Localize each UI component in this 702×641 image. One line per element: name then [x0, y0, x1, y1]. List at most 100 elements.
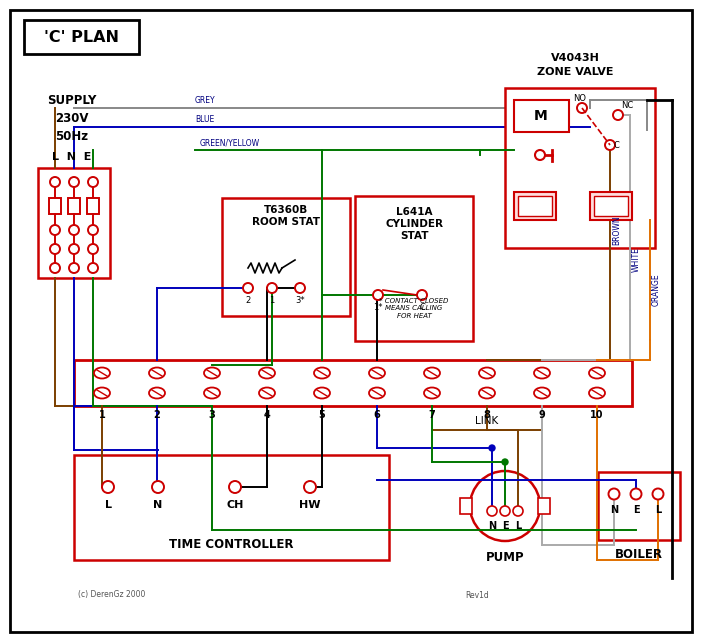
Ellipse shape	[534, 367, 550, 378]
Text: 1*: 1*	[373, 303, 383, 312]
Circle shape	[229, 481, 241, 493]
Text: LINK: LINK	[475, 416, 498, 426]
Text: GREY: GREY	[195, 96, 216, 105]
Circle shape	[577, 103, 587, 113]
Circle shape	[630, 488, 642, 499]
Text: 9: 9	[538, 410, 545, 420]
Text: ORANGE: ORANGE	[652, 274, 661, 306]
Text: 1: 1	[270, 296, 274, 305]
Text: T6360B
ROOM STAT: T6360B ROOM STAT	[252, 205, 320, 227]
Bar	[505, 88, 655, 248]
Text: M: M	[534, 109, 548, 123]
Circle shape	[50, 244, 60, 254]
Circle shape	[613, 110, 623, 120]
Circle shape	[102, 481, 114, 493]
Ellipse shape	[94, 367, 110, 378]
Circle shape	[50, 177, 60, 187]
Text: NC: NC	[621, 101, 633, 110]
Text: (c) DerenGz 2000: (c) DerenGz 2000	[78, 590, 145, 599]
Bar	[24, 20, 139, 54]
Circle shape	[304, 481, 316, 493]
Ellipse shape	[204, 367, 220, 378]
Text: BOILER: BOILER	[615, 547, 663, 560]
Text: C: C	[419, 303, 425, 312]
Circle shape	[88, 177, 98, 187]
Bar	[74, 455, 389, 560]
Text: * CONTACT CLOSED
MEANS CALLING
FOR HEAT: * CONTACT CLOSED MEANS CALLING FOR HEAT	[379, 297, 449, 319]
Text: 2: 2	[246, 296, 251, 305]
Text: BLUE: BLUE	[195, 115, 214, 124]
Text: 10: 10	[590, 410, 604, 420]
Ellipse shape	[534, 388, 550, 399]
Text: L: L	[655, 505, 661, 515]
Ellipse shape	[149, 388, 165, 399]
Circle shape	[470, 471, 540, 541]
Circle shape	[487, 506, 497, 516]
Bar	[538, 498, 550, 514]
Text: 6: 6	[373, 410, 380, 420]
Circle shape	[605, 140, 615, 150]
Ellipse shape	[204, 388, 220, 399]
Circle shape	[295, 283, 305, 293]
Circle shape	[69, 225, 79, 235]
Text: N: N	[488, 521, 496, 531]
Ellipse shape	[369, 388, 385, 399]
Ellipse shape	[259, 367, 275, 378]
Text: CH: CH	[226, 500, 244, 510]
Text: 'C' PLAN: 'C' PLAN	[44, 29, 119, 44]
Text: 5: 5	[319, 410, 325, 420]
Text: 3: 3	[208, 410, 216, 420]
Circle shape	[417, 290, 427, 300]
Bar	[68, 198, 80, 214]
Circle shape	[69, 244, 79, 254]
Text: N: N	[153, 500, 163, 510]
Bar	[598, 472, 680, 540]
Bar	[49, 198, 61, 214]
Text: 3*: 3*	[295, 296, 305, 305]
Text: 2: 2	[154, 410, 160, 420]
Bar	[590, 192, 632, 220]
Bar	[514, 192, 556, 220]
Circle shape	[267, 283, 277, 293]
Ellipse shape	[259, 388, 275, 399]
Circle shape	[152, 481, 164, 493]
Text: TIME CONTROLLER: TIME CONTROLLER	[169, 538, 293, 551]
Bar	[38, 168, 110, 278]
Text: Rev1d: Rev1d	[465, 590, 489, 599]
Circle shape	[535, 150, 545, 160]
Bar	[460, 498, 472, 514]
Circle shape	[69, 177, 79, 187]
Circle shape	[489, 445, 495, 451]
Text: C: C	[613, 140, 619, 149]
Ellipse shape	[149, 367, 165, 378]
Circle shape	[609, 488, 619, 499]
Text: E: E	[502, 521, 508, 531]
Circle shape	[500, 506, 510, 516]
Circle shape	[88, 263, 98, 273]
Text: V4043H
ZONE VALVE: V4043H ZONE VALVE	[537, 53, 614, 77]
Bar	[74, 360, 632, 406]
Text: HW: HW	[299, 500, 321, 510]
Text: SUPPLY
230V
50Hz: SUPPLY 230V 50Hz	[47, 94, 97, 142]
Text: L: L	[515, 521, 521, 531]
Ellipse shape	[479, 388, 495, 399]
Text: 1: 1	[98, 410, 105, 420]
Ellipse shape	[424, 367, 440, 378]
Text: NO: NO	[574, 94, 586, 103]
Text: 7: 7	[429, 410, 435, 420]
Ellipse shape	[314, 388, 330, 399]
Bar	[518, 196, 552, 216]
Ellipse shape	[479, 367, 495, 378]
Text: 8: 8	[484, 410, 491, 420]
Ellipse shape	[94, 388, 110, 399]
Circle shape	[69, 263, 79, 273]
Text: BROWN: BROWN	[612, 215, 621, 245]
Text: PUMP: PUMP	[486, 551, 524, 564]
Text: L  N  E: L N E	[53, 152, 92, 162]
Text: 4: 4	[264, 410, 270, 420]
Ellipse shape	[369, 367, 385, 378]
Circle shape	[513, 506, 523, 516]
Text: E: E	[633, 505, 640, 515]
Ellipse shape	[589, 367, 605, 378]
Bar	[222, 198, 350, 316]
